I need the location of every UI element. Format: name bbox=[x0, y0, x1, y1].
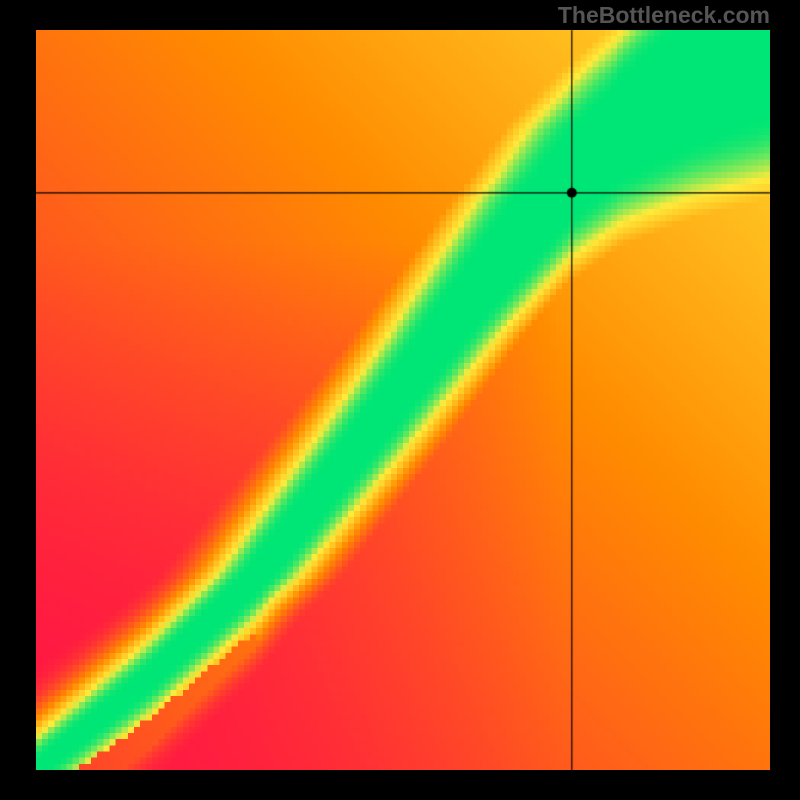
crosshair-overlay bbox=[0, 0, 800, 800]
watermark-text: TheBottleneck.com bbox=[558, 2, 770, 29]
